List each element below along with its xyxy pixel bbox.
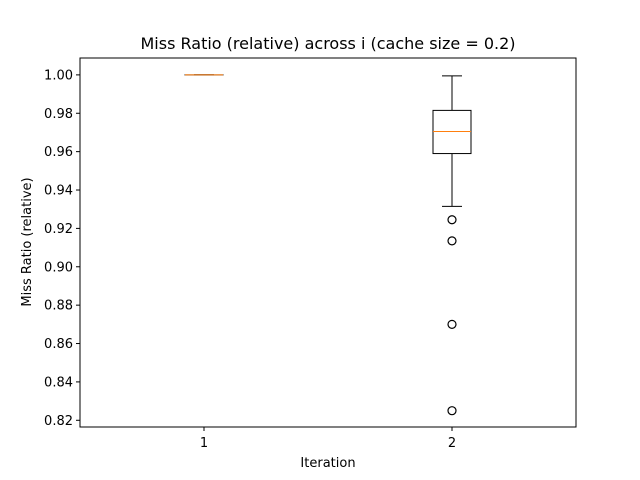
y-tick-label: 0.86 — [44, 337, 73, 352]
y-tick-label: 0.98 — [44, 107, 73, 122]
outlier-point — [447, 236, 457, 246]
x-axis-label: Iteration — [300, 456, 355, 471]
y-axis-label: Miss Ratio (relative) — [20, 177, 35, 306]
y-tick-label: 0.90 — [44, 260, 73, 275]
y-tick-label: 0.88 — [44, 299, 73, 314]
x-tick-label: 2 — [448, 436, 456, 451]
y-tick-label: 1.00 — [44, 68, 73, 83]
y-tick-label: 0.96 — [44, 145, 73, 160]
y-axis: 0.82 0.84 0.86 0.88 0.90 0.92 0.94 0.96 0.98 1.00 — [44, 68, 80, 429]
y-tick-label: 0.92 — [44, 222, 73, 237]
outlier-point — [447, 319, 457, 329]
y-tick-label: 0.84 — [44, 375, 73, 390]
chart-title: Miss Ratio (relative) across i (cache si… — [141, 34, 516, 53]
y-tick-label: 0.82 — [44, 414, 73, 429]
axes-frame — [79, 57, 577, 428]
outlier-point — [447, 215, 457, 225]
x-tick-label: 1 — [200, 436, 208, 451]
plot-area — [184, 74, 472, 416]
outlier-point — [447, 406, 457, 416]
y-tick-label: 0.94 — [44, 184, 73, 199]
box-group-2 — [432, 75, 472, 416]
